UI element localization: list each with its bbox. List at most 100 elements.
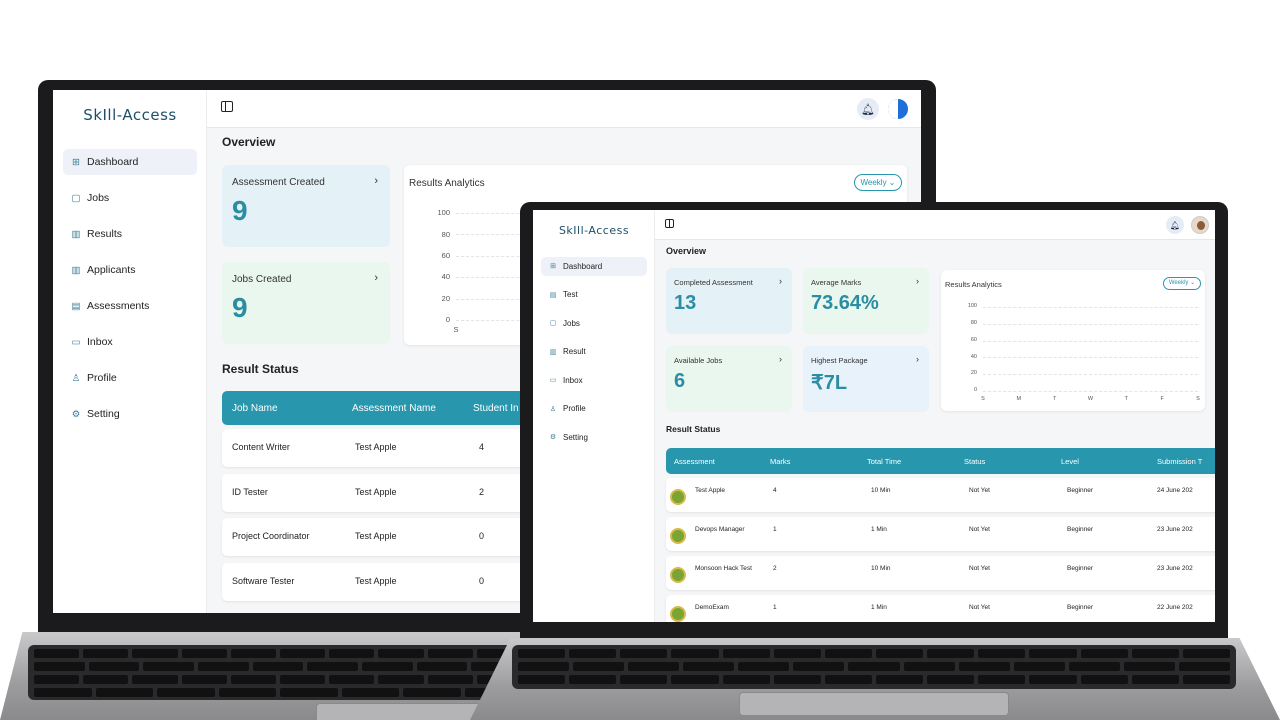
table-row[interactable]: Test Apple 4 10 Min Not Yet Beginner 24 June … [666,478,1215,512]
sidebar-item-label: Inbox [563,375,583,385]
user-icon: ♙ [549,405,557,413]
table-cell: 23 June 202 [1157,526,1193,533]
table-cell: Software Tester [232,575,295,586]
weekly-filter-dropdown[interactable]: Weekly ⌄ [1163,277,1201,290]
x-tick-label: S [981,396,985,402]
stat-card[interactable]: Assessment Created › 9 [222,165,390,247]
stat-card-value: 13 [674,292,697,314]
stat-card[interactable]: Highest Package › ₹7L [803,346,929,412]
briefcase-icon: ▢ [71,192,81,204]
sidebar-item-profile[interactable]: ♙ Profile [541,400,647,419]
gear-icon: ⚙ [549,434,557,442]
y-tick-label: 80 [970,320,977,327]
stat-card[interactable]: Jobs Created › 9 [222,262,390,344]
table-cell: Beginner [1067,487,1094,494]
filter-label: Weekly [1168,280,1189,286]
table-cell: 23 June 202 [1157,565,1193,572]
y-tick-label: 20 [441,293,450,303]
x-tick-label: S [1196,396,1200,402]
y-tick-label: 40 [441,272,450,282]
sidebar-item-jobs[interactable]: ▢ Jobs [63,185,197,211]
table-cell: Beginner [1067,565,1094,572]
column-header[interactable]: Marks [770,456,791,466]
table-row[interactable]: Devops Manager 1 1 Min Not Yet Beginner 23 Ju… [666,517,1215,551]
column-header[interactable]: Assessment Name [352,402,436,414]
sidebar-item-profile[interactable]: ♙ Profile [63,365,197,391]
result-status-title: Result Status [666,424,721,434]
table-cell: 1 Min [871,526,887,533]
sidebar-item-applicants[interactable]: ▥ Applicants [63,257,197,283]
sidebar-item-jobs[interactable]: ▢ Jobs [541,314,647,333]
laptop2-screen: SkIll-Access ⊞ Dashboard ▤ Test ▢ Jobs ▥ Result… [533,210,1215,622]
sidebar-item-label: Jobs [87,192,110,204]
column-header[interactable]: Job Name [232,402,278,414]
bell-icon[interactable]: 🔔︎ [1166,216,1184,234]
sidebar-item-label: Applicants [87,264,136,276]
assessment-avatar-icon [670,567,686,583]
stat-card-title: Average Marks [811,278,862,287]
table-cell: 2 [773,565,777,572]
sidebar-item-label: Setting [87,408,120,420]
sidebar-item-dashboard[interactable]: ⊞ Dashboard [63,149,197,175]
table-cell: 2 [479,486,485,497]
table-row[interactable]: DemoExam 1 1 Min Not Yet Beginner 22 June 202 [666,595,1215,622]
weekly-filter-dropdown[interactable]: Weekly ⌄ [854,174,902,191]
table-cell: Not Yet [969,604,990,611]
avatar[interactable] [887,98,909,120]
table-cell: Content Writer [232,442,290,452]
stat-card-title: Assessment Created [232,177,325,188]
table-cell: DemoExam [695,604,729,611]
chart-gridline [983,323,1198,325]
column-header[interactable]: Assessment [674,456,715,466]
stat-card-title: Jobs Created [232,274,292,285]
stat-card-value: 73.64% [811,292,879,314]
sidebar-item-results[interactable]: ▥ Results [63,221,197,247]
x-tick-label: F [1160,396,1164,402]
sidebar-item-inbox[interactable]: ▭ Inbox [541,371,647,390]
sidebar-item-test[interactable]: ▤ Test [541,286,647,305]
bell-icon[interactable]: 🔔︎ [857,98,879,120]
sidebar-toggle-icon[interactable] [221,101,233,112]
dashboard-icon: ⊞ [550,263,556,271]
sidebar-item-dashboard[interactable]: ⊞ Dashboard [541,257,647,276]
assessment-avatar-icon [670,528,686,544]
chart-icon: ▥ [71,228,81,240]
y-tick-label: 100 [437,208,450,218]
sidebar-item-assessments[interactable]: ▤ Assessments [63,293,197,319]
sidebar-item-setting[interactable]: ⚙ Setting [541,428,647,447]
avatar[interactable] [1191,216,1209,234]
stat-card-value: 6 [674,370,686,392]
chevron-right-icon[interactable]: › [779,354,782,364]
chevron-right-icon[interactable]: › [916,276,919,286]
table-row[interactable]: Monsoon Hack Test 2 10 Min Not Yet Beginner 2… [666,556,1215,590]
chevron-right-icon[interactable]: › [374,175,378,187]
stat-card[interactable]: Completed Assessment › 13 [666,268,792,334]
sidebar-item-label: Test [563,290,578,300]
column-header[interactable]: Submission T [1157,456,1203,466]
table-cell: ID Tester [232,486,268,497]
table-cell: Test Apple [695,487,725,494]
chevron-right-icon[interactable]: › [374,272,378,284]
sidebar-item-label: Assessments [87,300,150,312]
chevron-right-icon[interactable]: › [779,276,782,286]
table-cell: Project Coordinator [232,531,310,541]
chat-icon: ▭ [71,336,81,348]
sidebar-item-setting[interactable]: ⚙ Setting [63,401,197,427]
sidebar-item-label: Result [563,347,586,357]
briefcase-icon: ▢ [549,320,557,328]
chevron-right-icon[interactable]: › [916,354,919,364]
sidebar-item-result[interactable]: ▥ Result [541,343,647,362]
column-header[interactable]: Level [1061,456,1079,466]
column-header[interactable]: Total Time [867,456,902,466]
keyboard [512,645,1236,689]
y-tick-label: 100 [967,303,977,310]
stat-card[interactable]: Available Jobs › 6 [666,346,792,412]
sidebar-toggle-icon[interactable] [665,219,674,228]
stat-card[interactable]: Average Marks › 73.64% [803,268,929,334]
sidebar-item-inbox[interactable]: ▭ Inbox [63,329,197,355]
column-header[interactable]: Student In [473,402,519,414]
column-header[interactable]: Status [964,456,986,466]
y-tick-label: 60 [441,251,450,261]
trackpad [739,692,1009,716]
analytics-title: Results Analytics [945,280,1002,289]
